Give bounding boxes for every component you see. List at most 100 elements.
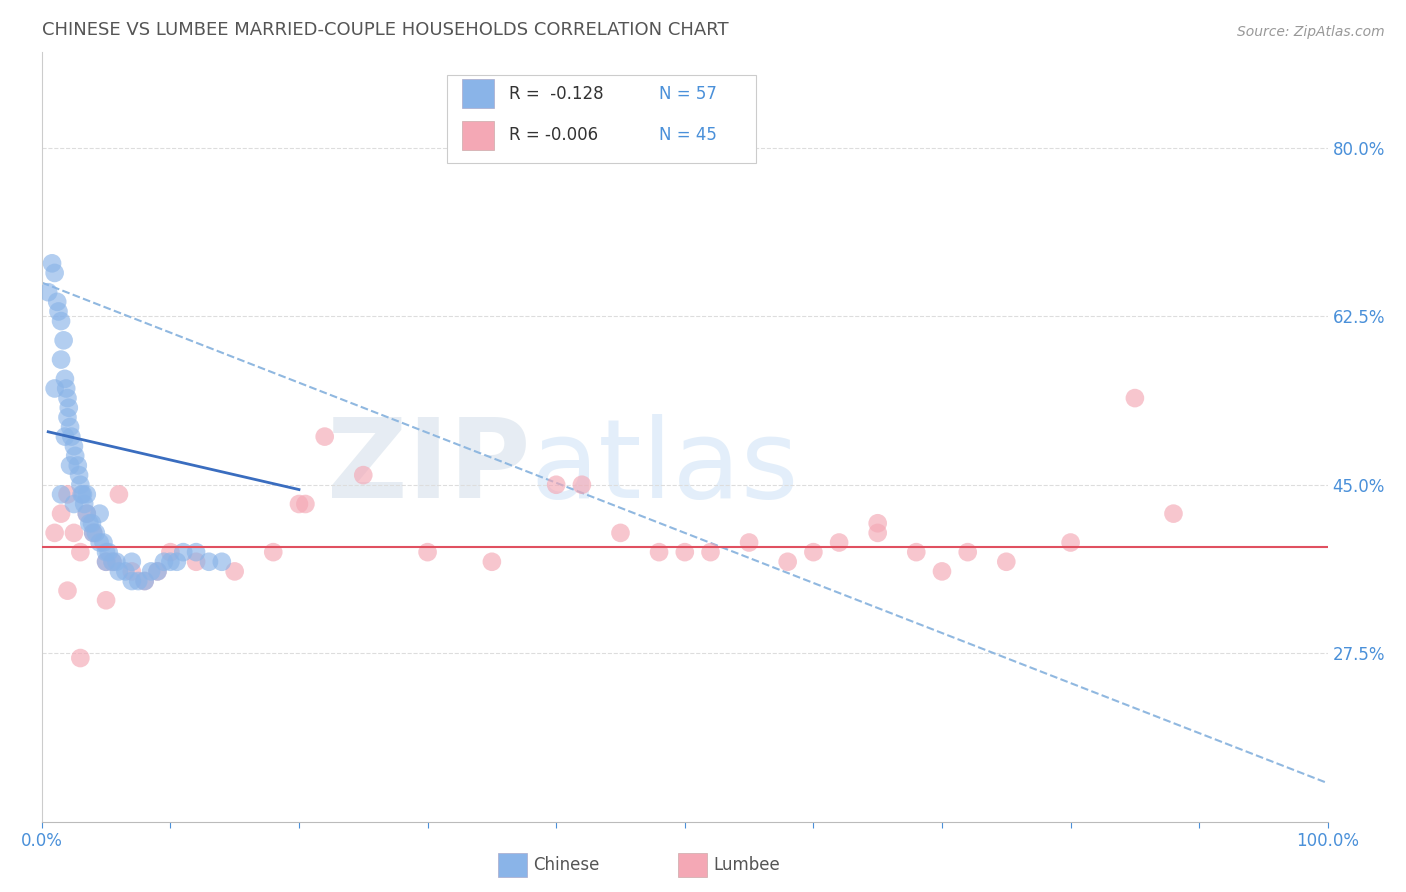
Point [56,410,79,425]
Point [80,516,103,531]
Point [70,487,93,501]
Point [159,555,181,569]
Point [94,593,117,607]
Point [416,545,439,559]
Point [101,555,124,569]
Point [314,429,336,443]
Point [48,304,70,318]
Point [82,525,104,540]
Text: Lumbee: Lumbee [713,855,780,874]
Point [67,468,90,483]
Point [159,545,181,559]
Point [73,497,96,511]
Point [294,497,316,511]
Point [262,545,284,559]
Point [72,487,94,501]
Point [352,468,374,483]
Point [37,285,59,300]
Point [121,565,143,579]
Point [89,507,111,521]
Point [995,555,1018,569]
Point [59,420,82,434]
Point [134,574,156,588]
Point [97,545,120,559]
FancyBboxPatch shape [678,853,707,877]
Point [94,545,117,559]
Text: N = 57: N = 57 [659,85,717,103]
Point [172,545,194,559]
FancyBboxPatch shape [447,75,755,163]
Point [63,525,86,540]
Text: N = 45: N = 45 [659,127,717,145]
Point [198,555,221,569]
Point [931,565,953,579]
Point [546,477,568,491]
FancyBboxPatch shape [498,853,527,877]
Point [76,507,98,521]
FancyBboxPatch shape [463,120,495,150]
Point [121,574,143,588]
Point [46,294,69,309]
Point [1123,391,1146,405]
Point [166,555,188,569]
Point [76,507,98,521]
Point [1059,535,1081,549]
Point [571,477,593,491]
Point [866,525,889,540]
Point [58,401,80,415]
Point [828,535,851,549]
Point [956,545,979,559]
Point [105,555,128,569]
Point [63,439,86,453]
Point [53,429,76,443]
Point [53,372,76,386]
Text: atlas: atlas [530,414,799,521]
Point [55,382,77,396]
Point [121,555,143,569]
Point [93,535,115,549]
Point [56,487,79,501]
Point [184,545,207,559]
FancyBboxPatch shape [463,79,495,108]
Point [89,535,111,549]
Point [803,545,825,559]
Point [60,429,83,443]
Point [76,487,98,501]
Point [94,555,117,569]
Text: R =  -0.128: R = -0.128 [509,85,603,103]
Point [146,565,169,579]
Point [69,651,91,665]
Point [41,256,63,270]
Point [288,497,311,511]
Point [211,555,233,569]
Point [905,545,928,559]
Point [44,266,66,280]
Point [101,555,124,569]
Text: Source: ZipAtlas.com: Source: ZipAtlas.com [1237,25,1385,39]
Point [44,382,66,396]
Point [79,516,101,531]
Point [84,525,107,540]
Text: CHINESE VS LUMBEE MARRIED-COUPLE HOUSEHOLDS CORRELATION CHART: CHINESE VS LUMBEE MARRIED-COUPLE HOUSEHO… [42,21,728,39]
Point [866,516,889,531]
Point [153,555,176,569]
Point [127,574,149,588]
Text: Chinese: Chinese [533,855,599,874]
Point [63,449,86,463]
Point [52,334,75,348]
Point [49,487,72,501]
Point [184,555,207,569]
Point [49,314,72,328]
Point [59,458,82,473]
Point [66,458,89,473]
Point [139,565,162,579]
Point [69,477,91,491]
Point [146,565,169,579]
Point [56,583,79,598]
Point [108,565,131,579]
Point [69,545,91,559]
Point [738,535,761,549]
Point [481,555,503,569]
Point [224,565,246,579]
Point [1163,507,1185,521]
